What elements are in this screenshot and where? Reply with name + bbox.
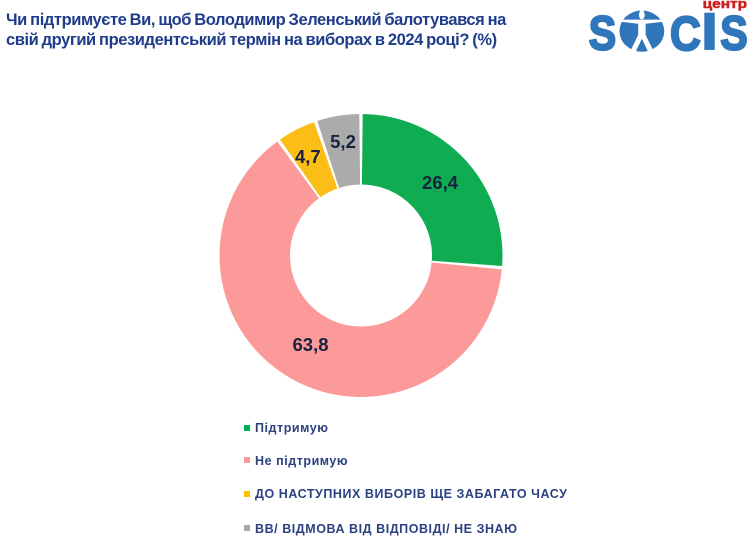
- svg-text:C: C: [670, 8, 701, 60]
- svg-text:центр: центр: [703, 0, 748, 11]
- svg-text:S: S: [589, 8, 616, 60]
- svg-text:S: S: [720, 8, 747, 60]
